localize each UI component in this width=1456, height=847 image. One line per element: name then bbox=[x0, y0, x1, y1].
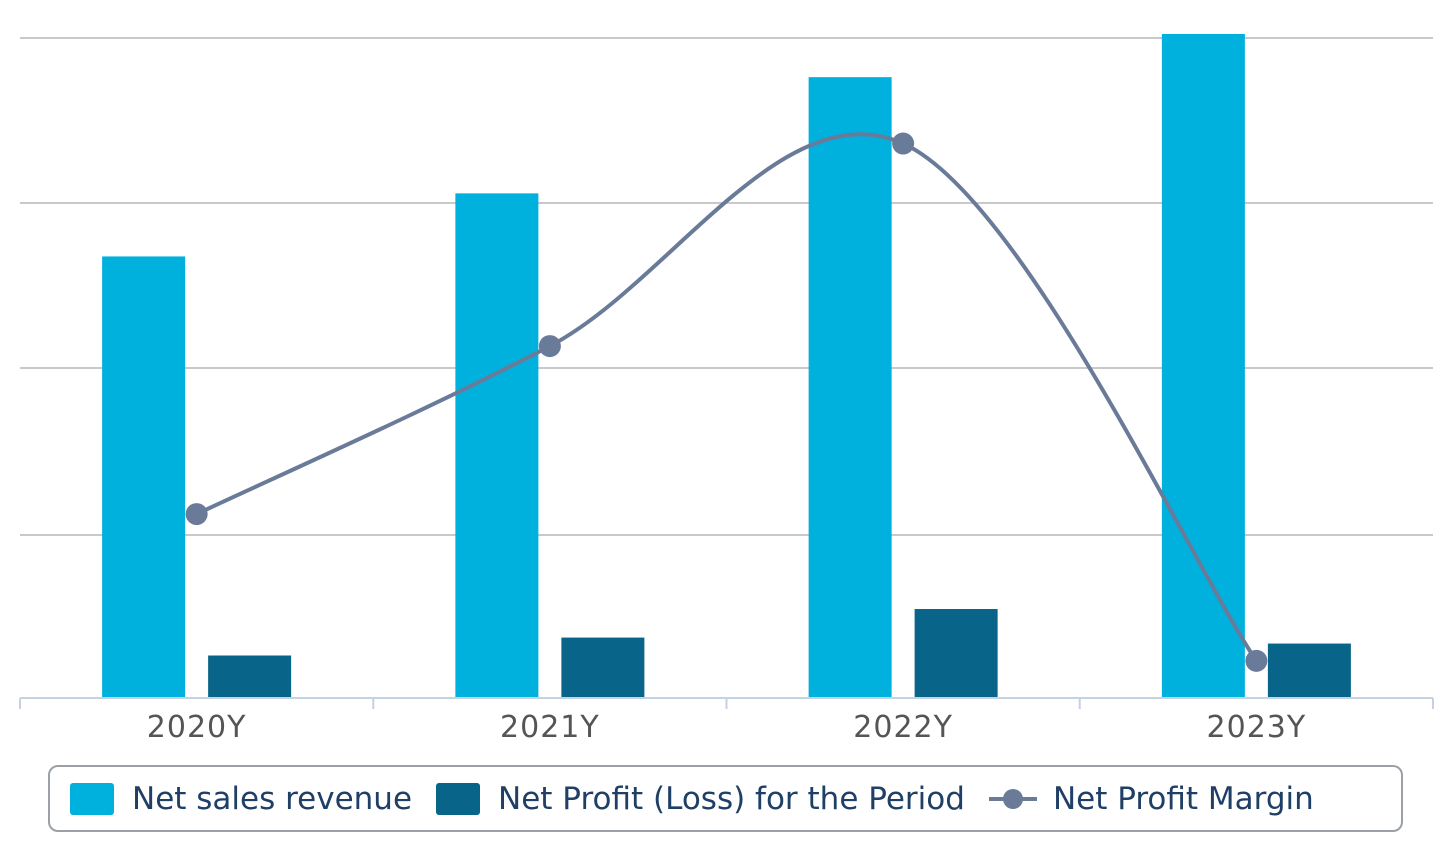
bar-net-profit-2023Y bbox=[1267, 643, 1351, 698]
bar-revenue-2021Y bbox=[455, 193, 539, 699]
net-profit-margin-point-2022Y bbox=[892, 132, 915, 155]
bar-net-profit-2020Y bbox=[208, 655, 292, 698]
net-profit-margin-point-2021Y bbox=[538, 335, 561, 358]
x-tick-labels: 2020Y 2021Y 2022Y 2023Y bbox=[147, 710, 1307, 745]
chart: 2020Y 2021Y 2022Y 2023Y bbox=[19, 34, 1434, 745]
x-tick-label-2023: 2023Y bbox=[1207, 710, 1307, 745]
net-profit-margin-path bbox=[195, 132, 1259, 662]
x-tick-label-2022: 2022Y bbox=[853, 710, 953, 745]
x-axis bbox=[19, 697, 1434, 709]
net-profit-margin-point-2020Y bbox=[185, 503, 208, 526]
bar-net-profit-2021Y bbox=[561, 637, 645, 698]
legend-swatch-net-profit bbox=[436, 782, 481, 815]
legend-label-net-profit: Net Profit (Loss) for the Period bbox=[498, 780, 965, 817]
legend-label-net-profit-margin: Net Profit Margin bbox=[1052, 780, 1314, 817]
legend-label-net-sales-revenue: Net sales revenue bbox=[132, 780, 413, 817]
bar-revenue-2022Y bbox=[808, 77, 892, 698]
bar-revenue-2023Y bbox=[1161, 34, 1245, 698]
bar-revenue-2020Y bbox=[102, 256, 186, 698]
x-tick-label-2020: 2020Y bbox=[147, 710, 247, 745]
bars bbox=[102, 34, 1351, 699]
legend-item-net-profit-margin[interactable]: Net Profit Margin bbox=[988, 780, 1314, 817]
legend-item-net-profit[interactable]: Net Profit (Loss) for the Period bbox=[436, 781, 965, 817]
net-profit-margin-line bbox=[185, 132, 1268, 672]
net-profit-margin-point-2023Y bbox=[1245, 649, 1268, 672]
legend: Net sales revenue Net Profit (Loss) for … bbox=[48, 765, 1403, 832]
legend-item-net-sales-revenue[interactable]: Net sales revenue bbox=[70, 781, 412, 817]
legend-swatch-net-sales-revenue bbox=[70, 782, 114, 815]
legend-swatch-net-profit-margin bbox=[988, 788, 1037, 809]
x-tick-label-2021: 2021Y bbox=[500, 710, 600, 745]
bar-net-profit-2022Y bbox=[914, 609, 998, 698]
